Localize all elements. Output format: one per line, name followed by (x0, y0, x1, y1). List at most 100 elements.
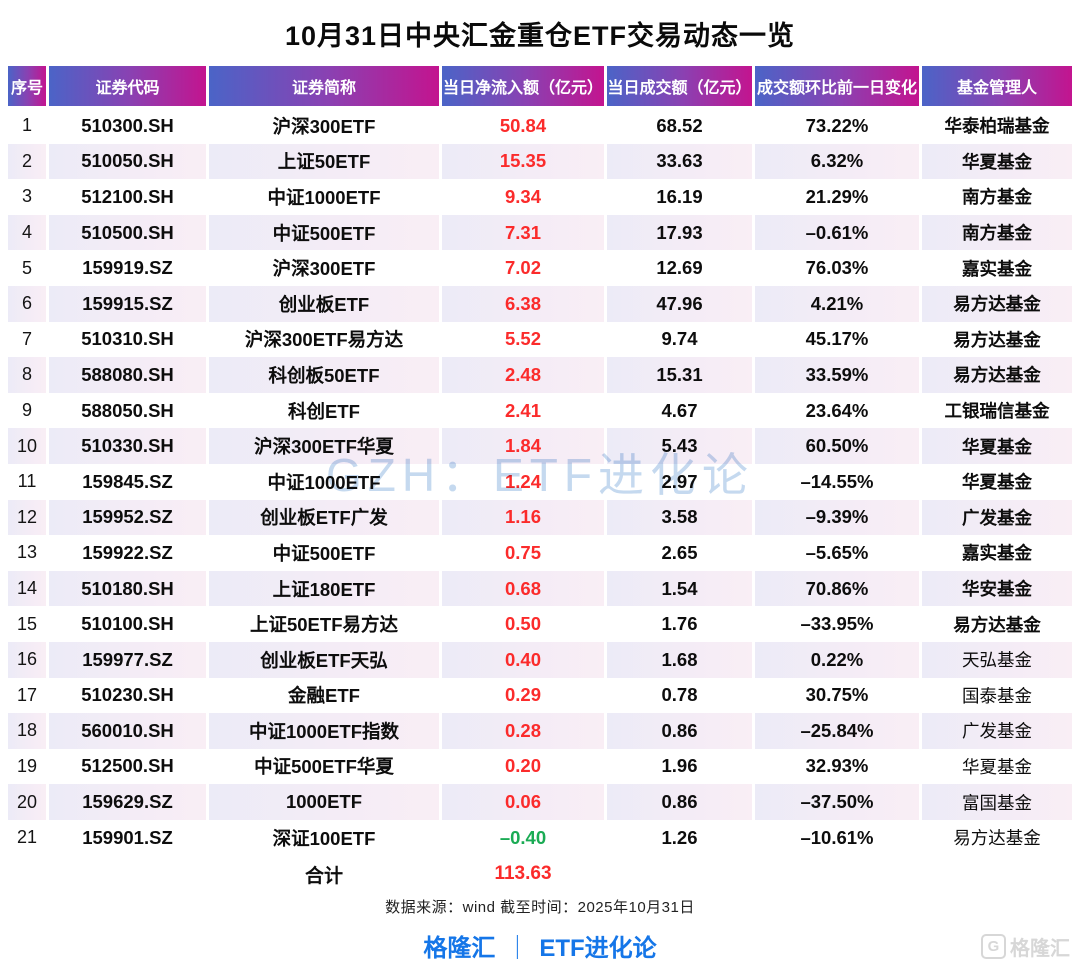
table-row: 15 510100.SH 上证50ETF易方达 0.50 1.76 –33.95… (8, 606, 1072, 642)
cell-no: 9 (21, 400, 32, 421)
column-header-manager: 基金管理人 (922, 66, 1072, 106)
total-row: 合计 113.63 (8, 856, 1072, 892)
cell-change: 60.50% (755, 428, 919, 464)
footer-divider: ｜ (505, 935, 530, 962)
cell-manager: 工银瑞信基金 (944, 401, 1050, 422)
cell-net-inflow: 1.84 (442, 428, 604, 464)
cell-net-inflow: 9.34 (504, 185, 541, 207)
table-header-row: 序号 证券代码 证券简称 当日净流入额（亿元） 当日成交额（亿元） 成交额环比前… (8, 66, 1072, 106)
table-row: 10 510330.SH 沪深300ETF华夏 1.84 5.43 60.50%… (8, 428, 1072, 464)
cell-net-inflow: 7.31 (442, 214, 604, 251)
cell-change: –10.61% (800, 826, 874, 848)
total-cell-empty-turnover (607, 856, 752, 892)
cell-code: 512500.SH (81, 755, 174, 777)
cell-turnover: 15.31 (607, 357, 752, 393)
table-row: 13 159922.SZ 中证500ETF 0.75 2.65 –5.65% 嘉… (8, 535, 1072, 571)
cell-net-inflow: 0.50 (504, 613, 541, 635)
cell-name: 沪深300ETF易方达 (244, 329, 404, 351)
cell-manager: 南方基金 (922, 214, 1072, 251)
cell-name: 中证1000ETF指数 (209, 713, 439, 749)
cell-no: 17 (16, 684, 38, 705)
cell-manager: 广发基金 (922, 499, 1072, 536)
cell-net-inflow: 0.06 (442, 784, 604, 820)
cell-turnover: 3.58 (607, 499, 752, 536)
cell-net-inflow: 0.20 (504, 755, 541, 777)
table-row: 17 510230.SH 金融ETF 0.29 0.78 30.75% 国泰基金 (8, 678, 1072, 714)
cell-name: 中证500ETF (272, 542, 376, 564)
cell-name: 中证500ETF (209, 214, 439, 251)
cell-manager: 嘉实基金 (962, 543, 1032, 564)
cell-no: 1 (21, 115, 32, 136)
cell-no: 4 (8, 214, 46, 251)
cell-net-inflow: 0.40 (442, 641, 604, 678)
cell-name: 创业板ETF天弘 (209, 641, 439, 678)
cell-no: 6 (8, 285, 46, 322)
cell-code: 560010.SH (49, 713, 206, 749)
cell-code: 510330.SH (49, 428, 206, 464)
table-row: 18 560010.SH 中证1000ETF指数 0.28 0.86 –25.8… (8, 713, 1072, 749)
cell-net-inflow: 0.75 (504, 541, 541, 563)
cell-change: –5.65% (805, 541, 869, 563)
cell-name: 上证50ETF (209, 143, 439, 180)
cell-name: 1000ETF (209, 784, 439, 820)
cell-manager: 易方达基金 (922, 285, 1072, 322)
etf-table: 序号 证券代码 证券简称 当日净流入额（亿元） 当日成交额（亿元） 成交额环比前… (8, 66, 1072, 892)
cell-manager: 国泰基金 (962, 685, 1032, 706)
table-row: 20 159629.SZ 1000ETF 0.06 0.86 –37.50% 富… (8, 784, 1072, 820)
cell-net-inflow: –0.40 (499, 826, 547, 848)
table-row: 7 510310.SH 沪深300ETF易方达 5.52 9.74 45.17%… (8, 322, 1072, 358)
cell-no: 12 (8, 499, 46, 536)
footer-brand: 格隆汇 ｜ ETF进化论 (0, 928, 1080, 963)
cell-code: 510500.SH (49, 214, 206, 251)
cell-code: 510300.SH (81, 114, 174, 136)
cell-no: 13 (16, 542, 38, 563)
table-row: 6 159915.SZ 创业板ETF 6.38 47.96 4.21% 易方达基… (8, 285, 1072, 322)
cell-turnover: 0.86 (607, 784, 752, 820)
cell-name: 金融ETF (288, 685, 360, 707)
gelonghui-logo-text: 格隆汇 (1010, 938, 1070, 960)
cell-change: 33.59% (755, 357, 919, 393)
table-row: 12 159952.SZ 创业板ETF广发 1.16 3.58 –9.39% 广… (8, 499, 1072, 536)
total-cell-empty-no (8, 856, 46, 892)
cell-turnover: 1.96 (661, 755, 698, 777)
cell-turnover: 16.19 (656, 185, 703, 207)
table-row: 3 512100.SH 中证1000ETF 9.34 16.19 21.29% … (8, 179, 1072, 215)
cell-code: 159629.SZ (49, 784, 206, 820)
cell-no: 5 (21, 257, 32, 278)
cell-net-inflow: 6.38 (442, 285, 604, 322)
cell-turnover: 68.52 (656, 114, 703, 136)
cell-no: 10 (8, 428, 46, 464)
total-cell-empty-manager (922, 856, 1072, 892)
cell-no: 19 (16, 755, 38, 776)
cell-name: 科创ETF (288, 400, 360, 422)
cell-no: 2 (8, 143, 46, 180)
cell-no: 11 (17, 471, 37, 492)
cell-manager: 富国基金 (922, 784, 1072, 820)
cell-turnover: 0.86 (607, 713, 752, 749)
cell-change: 23.64% (805, 399, 869, 421)
cell-no: 16 (8, 641, 46, 678)
cell-no: 7 (21, 328, 32, 349)
cell-change: 45.17% (805, 328, 869, 350)
cell-turnover: 17.93 (607, 214, 752, 251)
cell-change: 4.21% (755, 285, 919, 322)
footer-brand-left: 格隆汇 (423, 935, 496, 962)
table-row: 16 159977.SZ 创业板ETF天弘 0.40 1.68 0.22% 天弘… (8, 641, 1072, 678)
table-row: 5 159919.SZ 沪深300ETF 7.02 12.69 76.03% 嘉… (8, 250, 1072, 286)
cell-no: 14 (8, 570, 46, 607)
cell-manager: 华夏基金 (922, 143, 1072, 180)
cell-change: 30.75% (805, 684, 869, 706)
cell-turnover: 1.26 (661, 826, 698, 848)
cell-manager: 华夏基金 (962, 756, 1032, 777)
cell-change: 73.22% (805, 114, 869, 136)
cell-turnover: 47.96 (607, 285, 752, 322)
page-title: 10月31日中央汇金重仓ETF交易动态一览 (284, 21, 796, 51)
cell-code: 159922.SZ (82, 541, 173, 563)
cell-no: 8 (8, 357, 46, 393)
cell-code: 510100.SH (81, 613, 174, 635)
cell-code: 159977.SZ (49, 641, 206, 678)
total-label: 合计 (304, 865, 343, 887)
cell-name: 中证1000ETF (267, 471, 381, 493)
cell-code: 159845.SZ (82, 470, 173, 492)
cell-code: 510180.SH (49, 570, 206, 607)
